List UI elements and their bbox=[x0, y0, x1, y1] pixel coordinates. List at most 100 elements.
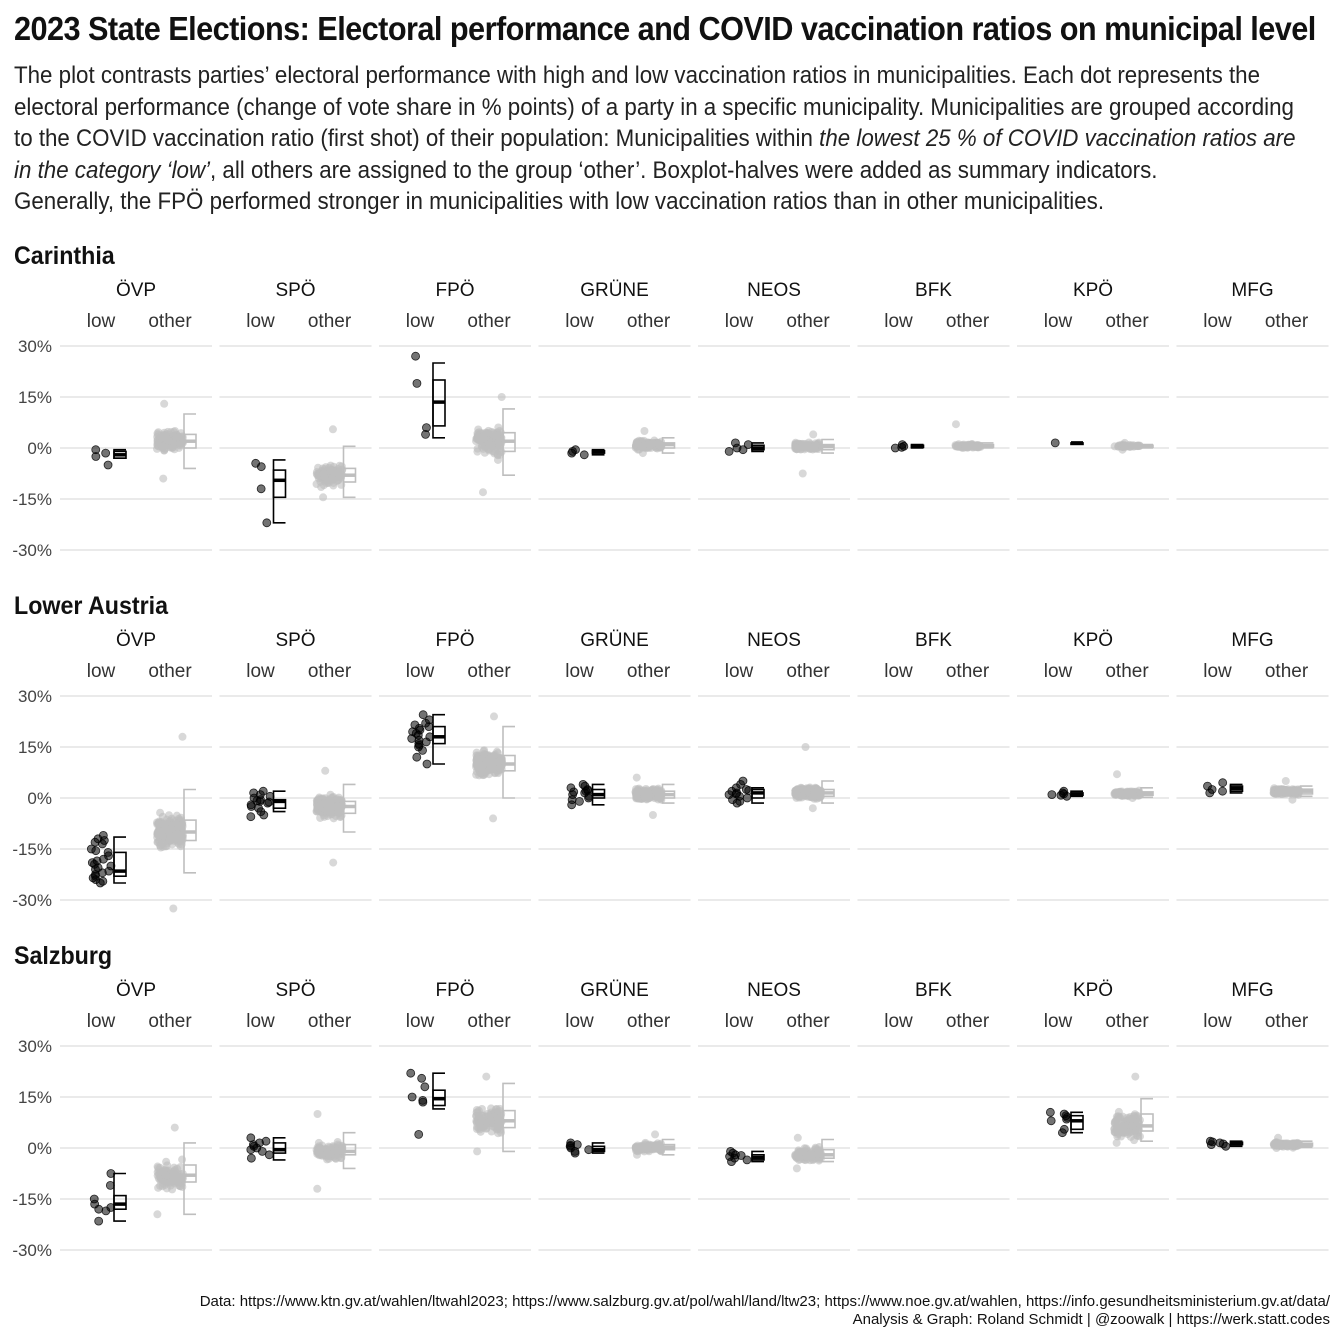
point-low bbox=[575, 797, 584, 806]
point-low bbox=[566, 1140, 575, 1150]
y-tick-label: 30% bbox=[18, 687, 52, 706]
point-other bbox=[495, 440, 504, 449]
point-other bbox=[634, 788, 643, 797]
point-other bbox=[313, 1184, 322, 1193]
x-tick-label-low: low bbox=[1044, 661, 1073, 682]
facet-party-label: BFK bbox=[915, 630, 952, 651]
point-other bbox=[338, 465, 347, 474]
point-other bbox=[178, 1155, 187, 1164]
point-other bbox=[166, 832, 175, 841]
point-low bbox=[1045, 1107, 1055, 1117]
x-tick-label-other: other bbox=[1105, 661, 1149, 682]
facet-party-label: SPÖ bbox=[275, 980, 315, 1001]
caption-data-sources: Data: https://www.ktn.gv.at/wahlen/ltwah… bbox=[199, 1293, 1330, 1310]
point-low bbox=[407, 1092, 417, 1102]
facet-party-label: NEOS bbox=[747, 980, 801, 1001]
y-tick-label: -30% bbox=[12, 891, 52, 910]
subtitle-line-1: The plot contrasts parties’ electoral pe… bbox=[14, 62, 1261, 89]
point-low bbox=[731, 789, 741, 799]
point-low bbox=[1062, 1114, 1071, 1124]
point-other bbox=[156, 808, 165, 817]
point-other bbox=[1290, 788, 1299, 797]
point-other bbox=[486, 761, 495, 770]
point-other bbox=[1274, 1140, 1283, 1149]
point-other bbox=[482, 1072, 491, 1081]
facet-party-label: ÖVP bbox=[116, 980, 156, 1001]
x-tick-label-other: other bbox=[946, 1011, 990, 1032]
point-low bbox=[418, 746, 427, 755]
facet-party-label: BFK bbox=[915, 980, 952, 1001]
point-other bbox=[332, 1146, 341, 1155]
point-other bbox=[163, 825, 172, 834]
point-other bbox=[632, 773, 641, 782]
point-other bbox=[489, 712, 498, 721]
point-low bbox=[414, 1130, 424, 1139]
point-other bbox=[162, 815, 171, 824]
boxplot-other-whisker bbox=[502, 1082, 515, 1153]
point-low bbox=[417, 1073, 427, 1083]
point-low bbox=[1208, 1137, 1217, 1147]
point-other bbox=[808, 804, 817, 813]
point-other bbox=[797, 442, 806, 451]
point-other bbox=[321, 766, 330, 775]
point-low bbox=[407, 734, 417, 743]
point-other bbox=[953, 441, 962, 450]
facet-party-label: MFG bbox=[1231, 630, 1273, 651]
point-low bbox=[569, 787, 579, 797]
point-other bbox=[642, 786, 651, 795]
point-low bbox=[570, 1148, 580, 1158]
x-tick-label-low: low bbox=[406, 1011, 435, 1032]
point-other bbox=[473, 1147, 482, 1156]
point-low bbox=[742, 793, 752, 803]
point-low bbox=[91, 452, 101, 461]
point-low bbox=[420, 1082, 430, 1092]
x-tick-label-other: other bbox=[148, 1011, 192, 1032]
point-low bbox=[418, 1097, 428, 1107]
subtitle-line-5: Generally, the FPÖ performed stronger in… bbox=[14, 188, 1105, 215]
x-tick-label-low: low bbox=[884, 311, 913, 332]
x-tick-label-low: low bbox=[725, 311, 754, 332]
point-low bbox=[412, 752, 422, 762]
point-low bbox=[246, 1153, 256, 1163]
x-tick-label-low: low bbox=[1203, 311, 1232, 332]
point-other bbox=[648, 439, 657, 448]
subtitle-line-4: in the category ‘low’, all others are as… bbox=[14, 155, 1335, 187]
point-low bbox=[412, 378, 422, 388]
facet-party-label: MFG bbox=[1231, 980, 1273, 1001]
point-other bbox=[315, 1145, 324, 1154]
point-other bbox=[335, 472, 344, 481]
point-other bbox=[961, 442, 970, 451]
x-tick-label-low: low bbox=[1203, 1011, 1232, 1032]
point-low bbox=[105, 1181, 115, 1190]
point-low bbox=[583, 786, 593, 795]
point-low bbox=[424, 722, 434, 731]
y-tick-label: -15% bbox=[12, 490, 52, 509]
point-other bbox=[489, 814, 498, 823]
point-other bbox=[315, 801, 324, 810]
x-tick-label-other: other bbox=[946, 661, 990, 682]
point-other bbox=[169, 904, 178, 913]
point-low bbox=[1050, 438, 1060, 448]
point-other bbox=[795, 1155, 804, 1164]
point-other bbox=[474, 762, 483, 771]
point-low bbox=[95, 878, 105, 888]
x-tick-label-other: other bbox=[627, 661, 671, 682]
point-low bbox=[249, 1141, 259, 1151]
facet-party-label: GRÜNE bbox=[580, 630, 649, 651]
state-title: Salzburg bbox=[14, 942, 112, 970]
point-low bbox=[579, 450, 589, 460]
point-other bbox=[1128, 1114, 1137, 1123]
point-low bbox=[1046, 1116, 1056, 1126]
point-other bbox=[319, 493, 328, 502]
facet-party-label: SPÖ bbox=[275, 280, 315, 301]
point-other bbox=[1128, 1121, 1137, 1130]
x-tick-label-low: low bbox=[884, 1011, 913, 1032]
x-tick-label-other: other bbox=[627, 1011, 671, 1032]
point-low bbox=[584, 793, 593, 803]
x-tick-label-other: other bbox=[308, 311, 352, 332]
point-low bbox=[418, 710, 428, 720]
point-other bbox=[160, 431, 169, 440]
point-other bbox=[320, 472, 329, 481]
point-low bbox=[411, 351, 420, 361]
point-other bbox=[1281, 777, 1290, 785]
